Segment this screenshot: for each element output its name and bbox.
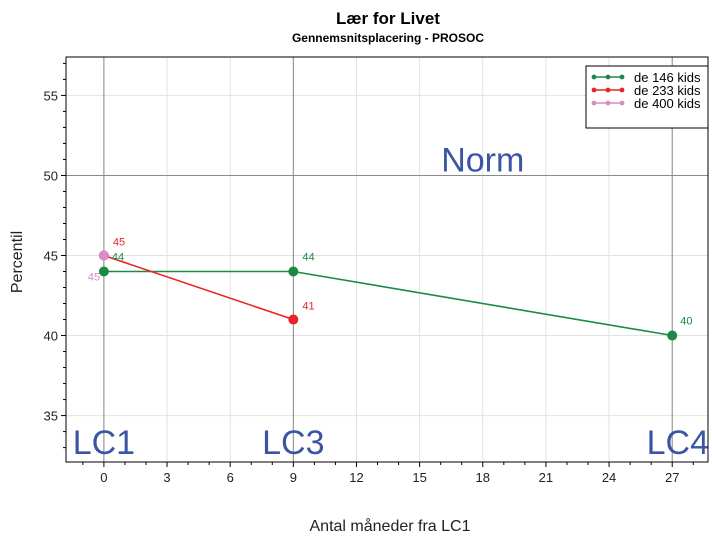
data-point <box>667 330 678 341</box>
y-tick-label: 40 <box>44 329 58 344</box>
annotation-lc3: LC3 <box>262 424 324 462</box>
data-point <box>288 266 299 277</box>
data-label: 45 <box>113 236 125 248</box>
annotation-lc1: LC1 <box>73 424 135 462</box>
y-axis-label: Percentil <box>9 231 26 293</box>
y-tick-label: 45 <box>44 248 58 263</box>
x-tick-label: 21 <box>539 470 553 485</box>
x-tick-label: 3 <box>163 470 170 485</box>
y-tick-label: 50 <box>44 168 58 183</box>
x-tick-label: 24 <box>602 470 616 485</box>
legend-marker <box>591 100 597 106</box>
legend-marker <box>605 100 611 106</box>
legend-marker <box>619 100 625 106</box>
legend-marker <box>591 74 597 80</box>
x-tick-label: 18 <box>476 470 490 485</box>
data-label: 44 <box>302 252 314 264</box>
annotation-lc4: LC4 <box>647 424 709 462</box>
legend-marker <box>619 87 625 93</box>
legend-entry: de 146 kids <box>634 70 701 85</box>
series-line-1 <box>103 270 673 337</box>
legend-marker <box>619 74 625 80</box>
legend-marker <box>591 87 597 93</box>
data-label: 40 <box>680 316 692 328</box>
plot-frame <box>65 56 709 463</box>
y-tick-label: 55 <box>44 88 58 103</box>
x-tick-label: 12 <box>349 470 363 485</box>
annotations: Norm LC1 LC3 LC4 <box>73 141 709 462</box>
series-layer: 44 44 40 45 41 45 <box>88 236 692 341</box>
x-tick-label: 0 <box>100 470 107 485</box>
data-label: 41 <box>302 301 314 313</box>
legend-marker <box>605 74 611 80</box>
x-tick-label: 27 <box>665 470 679 485</box>
legend-marker <box>605 87 611 93</box>
chart-subtitle: Gennemsnitsplacering - PROSOC <box>292 31 484 45</box>
data-label: 45 <box>88 271 100 283</box>
annotation-norm: Norm <box>441 141 524 179</box>
x-tick-label: 9 <box>290 470 297 485</box>
data-label: 44 <box>112 252 124 264</box>
data-point <box>288 314 299 325</box>
legend-entry: de 400 kids <box>634 96 701 111</box>
x-axis-label: Antal måneder fra LC1 <box>310 517 471 535</box>
series-line-2 <box>103 254 294 321</box>
x-tick-label: 15 <box>412 470 426 485</box>
chart-title: Lær for Livet <box>336 9 440 28</box>
legend-entry: de 233 kids <box>634 83 701 98</box>
data-point <box>98 250 109 261</box>
y-tick-label: 35 <box>44 409 58 424</box>
axes: 0 3 6 9 12 15 18 21 24 27 35 40 45 50 55 <box>44 62 694 485</box>
x-tick-label: 6 <box>227 470 234 485</box>
data-point <box>98 266 109 277</box>
